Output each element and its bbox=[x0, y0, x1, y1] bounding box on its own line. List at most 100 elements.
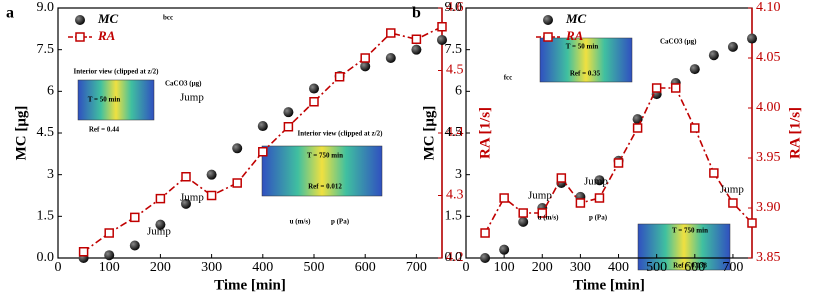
y2-axis-label: RA [1/s] bbox=[477, 107, 493, 159]
square-marker bbox=[613, 158, 624, 168]
legend-label: RA bbox=[565, 28, 584, 43]
y-tick-label: 6 bbox=[455, 84, 462, 99]
square-marker bbox=[258, 147, 268, 157]
x-tick-label: 700 bbox=[406, 260, 427, 275]
dot-marker bbox=[385, 53, 396, 63]
dot-marker bbox=[518, 216, 529, 227]
y2-tick-label: 4.3 bbox=[446, 188, 464, 203]
square-marker bbox=[283, 122, 294, 132]
y2-tick-label: 4.00 bbox=[756, 100, 781, 115]
dot-marker bbox=[309, 83, 319, 94]
x-tick-label: 100 bbox=[99, 260, 120, 275]
y-axis-label: MC [μg] bbox=[13, 106, 29, 161]
square-marker bbox=[360, 53, 370, 63]
inset-image bbox=[539, 37, 633, 83]
square-marker bbox=[334, 72, 345, 82]
annotation: Jump bbox=[528, 190, 552, 202]
inset-image bbox=[261, 145, 383, 197]
annotation: Ref = 0.35 bbox=[570, 70, 601, 78]
x-tick-label: 0 bbox=[55, 260, 62, 275]
annotation: bcc bbox=[163, 14, 173, 22]
annotation: u (m/s) bbox=[538, 214, 559, 222]
annotation: Jump bbox=[147, 226, 171, 238]
annotation: fcc bbox=[504, 74, 513, 82]
annotation: p (Pa) bbox=[331, 218, 350, 226]
y2-tick-label: 4.10 bbox=[756, 0, 781, 15]
dot-marker bbox=[689, 64, 700, 75]
x-tick-label: 100 bbox=[494, 260, 515, 275]
y-tick-label: 0.0 bbox=[445, 250, 463, 265]
square-marker bbox=[709, 168, 719, 178]
y-tick-label: 0.0 bbox=[37, 250, 55, 265]
legend-marker bbox=[75, 32, 85, 42]
square-marker bbox=[747, 218, 757, 228]
annotation: Ref = 0.44 bbox=[89, 126, 120, 134]
dot-marker bbox=[594, 175, 605, 186]
annotation: u (m/s) bbox=[290, 218, 311, 226]
annotation: Jump bbox=[180, 92, 204, 104]
annotation: Interior view (clipped at z/2) bbox=[73, 68, 159, 76]
y2-tick-label: 3.85 bbox=[756, 250, 781, 265]
x-tick-label: 500 bbox=[646, 260, 667, 275]
square-marker bbox=[499, 193, 509, 203]
y2-tick-label: 3.90 bbox=[756, 200, 781, 215]
x-axis-label: Time [min] bbox=[214, 277, 286, 293]
y2-tick-label: 4.05 bbox=[756, 50, 781, 65]
y-tick-label: 1.5 bbox=[445, 209, 463, 224]
panel-label: a bbox=[6, 5, 14, 22]
dot-marker bbox=[104, 250, 115, 261]
annotation: T = 750 min bbox=[307, 152, 343, 160]
square-marker bbox=[480, 228, 490, 238]
square-marker bbox=[437, 22, 447, 32]
panel-label: b bbox=[412, 5, 421, 22]
y-tick-label: 7.5 bbox=[445, 42, 463, 57]
y2-tick-label: 3.95 bbox=[756, 150, 781, 165]
x-tick-label: 500 bbox=[304, 260, 325, 275]
x-tick-label: 200 bbox=[150, 260, 171, 275]
square-marker bbox=[594, 193, 605, 203]
legend-label: RA bbox=[97, 28, 116, 43]
x-tick-label: 300 bbox=[201, 260, 222, 275]
square-marker bbox=[411, 34, 422, 44]
dot-marker bbox=[155, 219, 166, 230]
square-marker bbox=[232, 178, 242, 188]
x-tick-label: 600 bbox=[355, 260, 376, 275]
y2-tick-label: 4.6 bbox=[446, 0, 464, 15]
x-tick-label: 0 bbox=[463, 260, 470, 275]
annotation: CaCO3 (μg) bbox=[165, 80, 202, 88]
square-marker bbox=[575, 198, 586, 208]
y2-tick-label: 4.4 bbox=[446, 125, 464, 140]
dot-marker bbox=[129, 240, 140, 251]
y-tick-label: 4.5 bbox=[445, 125, 463, 140]
annotation: Jump bbox=[180, 192, 204, 204]
y-tick-label: 9.0 bbox=[445, 0, 463, 15]
y-tick-label: 3 bbox=[455, 167, 462, 182]
square-marker bbox=[130, 212, 140, 223]
dot-marker bbox=[437, 34, 447, 45]
annotation: Ref = 0.038 bbox=[673, 262, 707, 270]
square-marker bbox=[537, 208, 548, 218]
x-tick-label: 200 bbox=[532, 260, 553, 275]
square-marker bbox=[309, 97, 319, 107]
y2-tick-label: 4.5 bbox=[446, 63, 464, 78]
y2-axis-label: RA [1/s] bbox=[787, 107, 803, 159]
y-tick-label: 6 bbox=[47, 84, 54, 99]
inset-image bbox=[77, 79, 155, 121]
dot-marker bbox=[257, 121, 268, 132]
y-tick-label: 7.5 bbox=[37, 42, 55, 57]
square-marker bbox=[690, 123, 700, 133]
dot-marker bbox=[232, 143, 243, 154]
x-tick-label: 700 bbox=[722, 260, 743, 275]
square-marker bbox=[155, 193, 166, 204]
y2-tick-label: 4.2 bbox=[446, 250, 464, 265]
dot-marker bbox=[499, 244, 510, 255]
dot-marker bbox=[727, 41, 738, 52]
dot-marker bbox=[632, 114, 643, 125]
legend-marker bbox=[75, 15, 85, 25]
x-axis-label: Time [min] bbox=[573, 277, 645, 293]
y-axis-label: MC [μg] bbox=[421, 106, 437, 161]
legend-label: MC bbox=[565, 11, 587, 26]
y-tick-label: 9.0 bbox=[37, 0, 55, 15]
y-tick-label: 4.5 bbox=[37, 125, 55, 140]
dot-marker bbox=[411, 44, 422, 55]
